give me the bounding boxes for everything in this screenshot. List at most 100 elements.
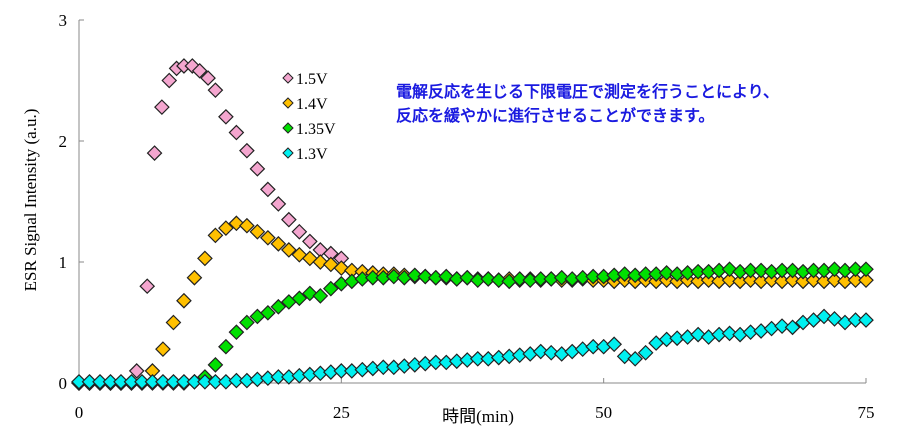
y-tick-label: 2 [59,132,68,151]
data-point [637,266,654,282]
data-point [553,346,570,362]
y-tick-label: 1 [59,253,68,272]
data-point [154,99,170,115]
data-point [228,124,245,141]
legend-item: 1.3V [282,146,328,163]
legend-label: 1.35V [296,121,336,138]
data-point [553,269,570,286]
data-point [721,261,738,278]
data-point [239,142,255,159]
data-point [700,272,717,288]
legend-marker-icon [282,72,294,84]
data-point [753,262,769,279]
data-point [616,266,633,282]
data-point [637,344,654,361]
data-point [191,62,208,79]
y-axis-label: ESR Signal Intensity (a.u.) [21,109,40,292]
data-point [165,373,182,390]
data-point [564,343,581,360]
data-point [753,323,769,339]
data-point [606,336,623,353]
data-point [249,223,266,240]
x-tick-label: 0 [75,403,84,422]
data-point [270,196,287,212]
data-point [270,236,287,252]
data-point [826,272,843,288]
data-point [333,260,350,276]
data-point [302,233,318,250]
data-point [585,268,602,285]
data-point [207,227,224,244]
data-point [679,329,696,345]
data-point [364,269,381,286]
legend-marker-icon [282,97,294,109]
data-point [847,272,864,288]
legend-marker-icon [282,122,294,134]
data-point [260,229,276,246]
data-point [176,373,192,390]
data-point [322,280,339,297]
data-point [176,292,192,309]
data-point [134,373,150,390]
data-point [144,373,161,390]
legend-label: 1.3V [296,146,328,163]
data-point [658,265,675,281]
data-point [595,338,612,355]
legend-label: 1.4V [296,96,328,113]
x-tick-label: 50 [595,403,612,422]
data-marks [71,58,874,391]
legend-label: 1.5V [296,71,328,88]
data-point [343,273,360,290]
data-point [532,343,549,360]
x-tick-label: 75 [858,403,875,422]
data-point [385,268,402,285]
data-point [218,108,234,125]
data-point [784,272,801,288]
data-point [161,72,178,89]
data-point [511,271,528,287]
data-point [218,338,234,355]
data-point [742,262,759,279]
legend-marker-icon [282,147,294,159]
legend-item: 1.4V [282,96,328,113]
data-point [763,272,780,288]
data-point [302,285,318,302]
data-point [585,338,602,355]
data-point [532,271,549,287]
data-point [239,314,255,331]
data-point [146,145,163,161]
data-point [700,329,717,345]
legend-item: 1.35V [282,121,336,138]
data-point [200,70,216,86]
data-point [858,261,874,278]
data-point [165,314,182,331]
data-point [228,215,245,232]
x-tick-label: 25 [333,403,350,422]
data-point [417,268,434,285]
y-tick-label: 3 [59,11,68,30]
data-point [480,271,497,287]
data-point [270,298,287,315]
data-point [774,318,790,334]
data-point [816,308,832,325]
data-point [270,369,287,385]
data-point [784,262,801,279]
data-point [522,346,539,362]
legend: 1.5V 1.4V 1.35V 1.3V [282,71,336,163]
data-point [616,348,633,365]
data-point [312,254,329,270]
data-point [249,160,266,177]
data-point [81,373,98,390]
data-point [197,250,213,267]
data-point [260,304,276,321]
data-point [847,312,864,328]
data-point [333,363,350,379]
data-point [155,341,171,357]
data-point [784,319,801,336]
annotation-line-2: 反応を緩やかに進行させることができます。 [396,106,714,125]
data-point [847,261,864,278]
data-point [123,373,140,390]
series-1.4V [71,215,874,391]
data-point [102,373,119,390]
